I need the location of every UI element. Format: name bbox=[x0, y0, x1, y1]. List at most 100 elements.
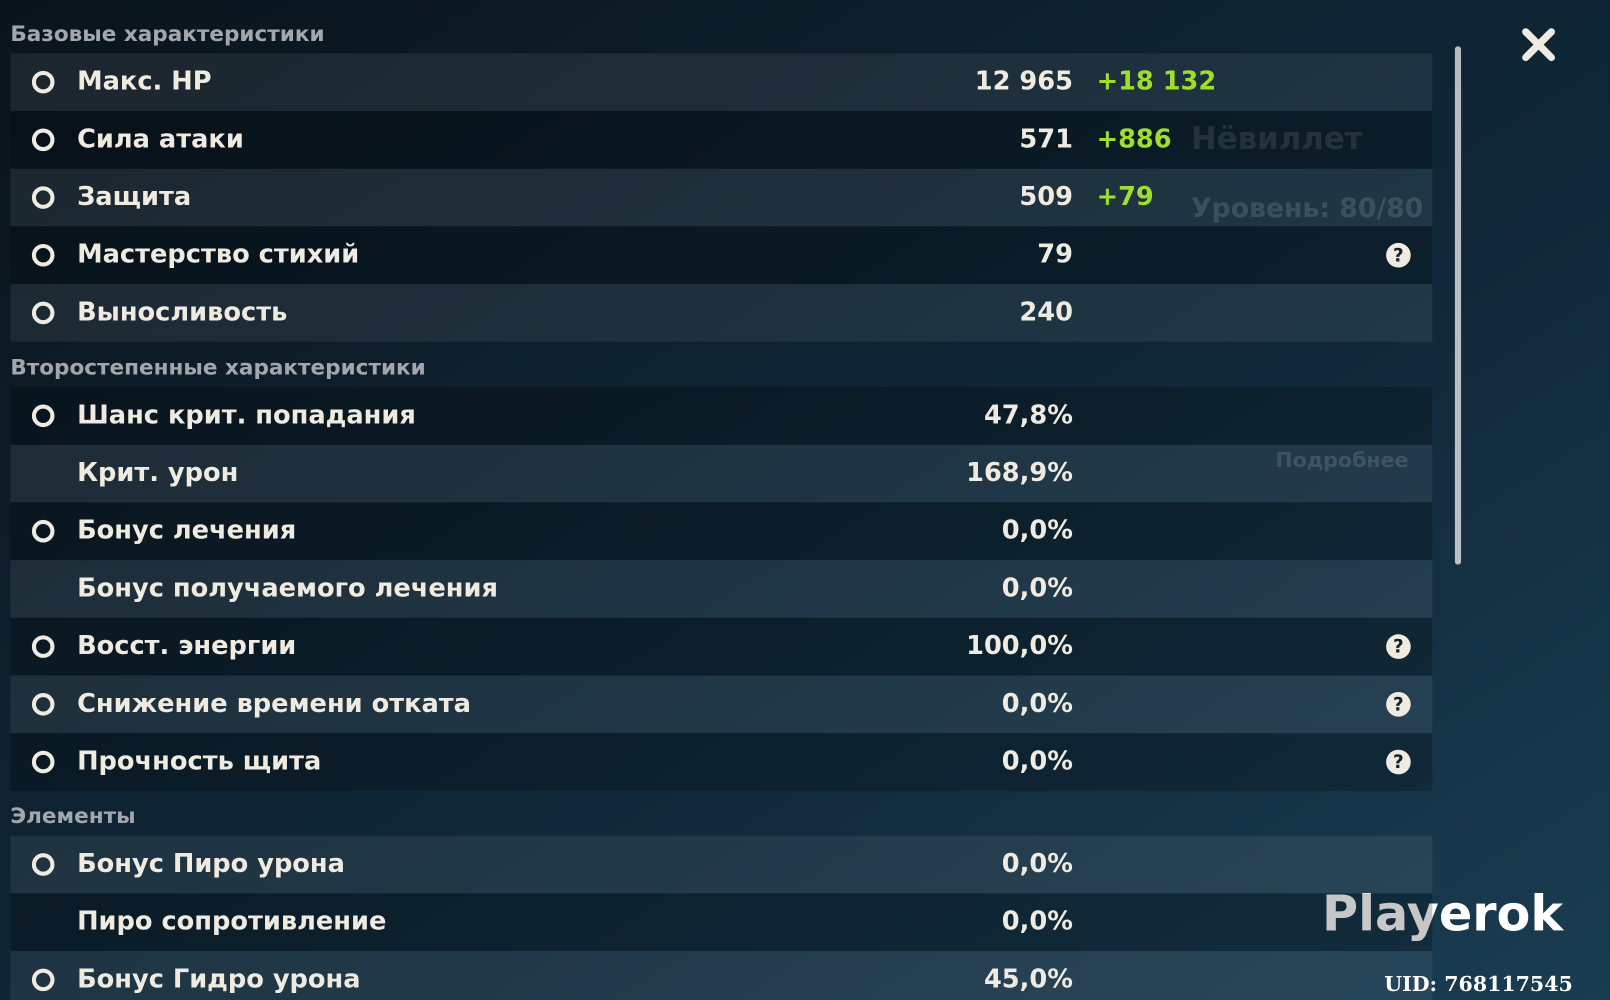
stat-row: Снижение времени отката 0,0%? bbox=[10, 675, 1433, 734]
stat-label: Бонус получаемого лечения bbox=[77, 573, 498, 603]
stat-label: Бонус Пиро урона bbox=[77, 849, 345, 879]
stat-icon bbox=[31, 243, 55, 267]
stat-value: 0,0% bbox=[1002, 689, 1073, 719]
stat-row: Прочность щита 0,0%? bbox=[10, 733, 1433, 791]
stat-icon bbox=[31, 853, 55, 876]
row-band bbox=[10, 284, 1433, 342]
stat-label: Макс. HP bbox=[77, 67, 211, 97]
character-level: Уровень: 80/80 bbox=[1191, 193, 1423, 224]
stat-value: 0,0% bbox=[1002, 907, 1073, 937]
row-band bbox=[10, 53, 1433, 111]
stat-row: Крит. урон 168,9% bbox=[10, 444, 1433, 503]
help-circle bbox=[1386, 691, 1411, 717]
stat-bonus: +79 bbox=[1097, 182, 1154, 212]
row-band bbox=[10, 893, 1433, 951]
stat-label: Прочность щита bbox=[77, 747, 321, 777]
stat-row: Защита 509 +79 bbox=[10, 168, 1433, 227]
row-band bbox=[10, 560, 1433, 618]
stat-value: 0,0% bbox=[1002, 573, 1073, 603]
section-title: Второстепенные характеристики bbox=[10, 356, 425, 381]
section-title: Базовые характеристики bbox=[10, 22, 324, 47]
row-band bbox=[10, 951, 1433, 1000]
stat-value: 47,8% bbox=[984, 400, 1073, 430]
stat-row: Шанс крит. попадания 47,8% bbox=[10, 387, 1433, 445]
character-name: Нёвиллет bbox=[1191, 121, 1363, 157]
stat-icon bbox=[31, 635, 55, 658]
stat-label: Бонус лечения bbox=[77, 516, 296, 546]
help-button[interactable]: ? bbox=[1386, 749, 1411, 775]
stat-label: Сила атаки bbox=[77, 124, 244, 154]
scrollbar[interactable] bbox=[1454, 46, 1462, 565]
close-stroke bbox=[1522, 28, 1555, 62]
watermark: Playerok bbox=[1322, 884, 1564, 942]
row-band bbox=[10, 387, 1433, 445]
stat-icon bbox=[31, 301, 55, 325]
details-button[interactable]: Подробнее bbox=[1275, 448, 1408, 472]
stat-value: 12 965 bbox=[975, 67, 1073, 97]
row-band bbox=[10, 835, 1433, 894]
row-band bbox=[10, 168, 1433, 227]
stat-icon bbox=[31, 519, 55, 543]
stat-icon bbox=[31, 968, 55, 992]
help-circle bbox=[1386, 242, 1411, 268]
stat-label: Шанс крит. попадания bbox=[77, 400, 416, 430]
stat-row: Восст. энергии 100,0%? bbox=[10, 617, 1433, 676]
row-band bbox=[10, 617, 1433, 676]
stat-row: Сила атаки 571 +886 bbox=[10, 111, 1433, 169]
row-band bbox=[10, 502, 1433, 560]
stat-label: Бонус Гидро урона bbox=[77, 964, 361, 994]
stat-value: 571 bbox=[1019, 124, 1073, 154]
stat-row: Бонус Гидро урона 45,0% bbox=[10, 951, 1433, 1000]
stat-label: Выносливость bbox=[77, 297, 287, 327]
help-button[interactable]: ? bbox=[1386, 634, 1411, 659]
stat-icon bbox=[31, 750, 55, 774]
stat-value: 509 bbox=[1019, 182, 1073, 212]
stat-row: Бонус получаемого лечения 0,0% bbox=[10, 560, 1433, 618]
stat-label: Защита bbox=[77, 182, 191, 212]
stat-icon bbox=[31, 693, 55, 716]
row-band bbox=[10, 675, 1433, 734]
stat-icon bbox=[31, 404, 55, 428]
stat-label: Снижение времени отката bbox=[77, 689, 471, 719]
stat-row: Выносливость 240 bbox=[10, 284, 1433, 342]
help-circle bbox=[1386, 749, 1411, 775]
stat-row: Бонус Пиро урона 0,0% bbox=[10, 835, 1433, 894]
stat-value: 168,9% bbox=[966, 458, 1073, 488]
stat-value: 45,0% bbox=[984, 964, 1073, 994]
stat-value: 0,0% bbox=[1002, 516, 1073, 546]
help-button[interactable]: ? bbox=[1386, 691, 1411, 717]
stat-value: 79 bbox=[1037, 240, 1073, 270]
stat-bonus: +18 132 bbox=[1097, 67, 1217, 97]
section-title: Элементы bbox=[10, 804, 135, 829]
row-band bbox=[10, 111, 1433, 169]
row-band bbox=[10, 226, 1433, 284]
help-button[interactable]: ? bbox=[1386, 242, 1411, 268]
stat-label: Мастерство стихий bbox=[77, 240, 359, 270]
stat-value: 0,0% bbox=[1002, 849, 1073, 879]
help-mark: ? bbox=[1393, 245, 1404, 266]
help-circle bbox=[1386, 634, 1411, 659]
stat-row: Мастерство стихий 79? bbox=[10, 226, 1433, 284]
stat-row: Пиро сопротивление 0,0% bbox=[10, 893, 1433, 951]
stat-icon bbox=[31, 70, 55, 94]
help-mark: ? bbox=[1393, 637, 1404, 658]
row-band bbox=[10, 444, 1433, 503]
close-button[interactable] bbox=[1522, 28, 1555, 62]
uid: UID: 768117545 bbox=[1384, 972, 1572, 996]
row-band bbox=[10, 733, 1433, 791]
stat-value: 240 bbox=[1019, 297, 1073, 327]
stat-label: Восст. энергии bbox=[77, 631, 296, 661]
stat-icon bbox=[31, 128, 55, 152]
stat-label: Крит. урон bbox=[77, 458, 238, 488]
stat-value: 100,0% bbox=[966, 631, 1073, 661]
stat-row: Бонус лечения 0,0% bbox=[10, 502, 1433, 560]
stat-value: 0,0% bbox=[1002, 747, 1073, 777]
stat-label: Пиро сопротивление bbox=[77, 907, 386, 937]
stat-icon bbox=[31, 186, 55, 209]
help-mark: ? bbox=[1393, 694, 1404, 715]
help-mark: ? bbox=[1393, 752, 1404, 773]
stat-bonus: +886 bbox=[1097, 124, 1172, 154]
